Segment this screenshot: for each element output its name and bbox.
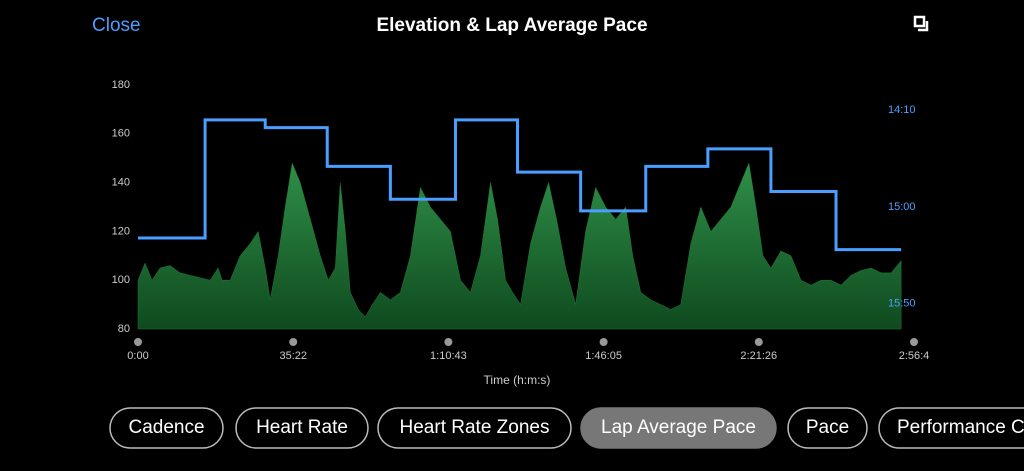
x-axis-label: Time (h:m:s)	[484, 373, 551, 387]
y-tick-label: 160	[112, 128, 130, 140]
title: Elevation & Lap Average Pace	[376, 15, 647, 36]
x-tick-label: 1:46:05	[585, 350, 622, 362]
x-tick-label: 2:56:4	[899, 350, 930, 362]
fullscreen-icon[interactable]	[913, 15, 929, 32]
tab-button[interactable]	[109, 407, 224, 449]
tab-label[interactable]: Cadence	[128, 417, 204, 438]
tab-label[interactable]: Lap Average Pace	[601, 417, 756, 438]
tab-label[interactable]: Heart Rate Zones	[400, 417, 550, 438]
x-tick-dot	[444, 338, 453, 346]
tab-button[interactable]	[787, 407, 868, 449]
tab-button[interactable]	[580, 407, 777, 449]
x-tick-label: 0:00	[127, 350, 148, 362]
x-tick-label: 2:21:26	[740, 350, 777, 362]
y2-tick-label: 15:00	[888, 201, 916, 213]
close-button[interactable]: Close	[92, 15, 141, 36]
x-tick-dot	[599, 338, 608, 346]
elevation-area	[137, 162, 902, 330]
y2-tick-label: 14:10	[888, 104, 916, 116]
tab-label[interactable]: Pace	[806, 417, 849, 438]
y2-tick-label: 15:50	[888, 298, 916, 310]
y-tick-label: 120	[112, 225, 130, 237]
x-tick-dot	[134, 338, 142, 346]
tab-button[interactable]	[878, 407, 1024, 449]
x-tick-dot	[754, 338, 763, 346]
tab-button[interactable]	[377, 407, 572, 449]
tab-label[interactable]: Performance C	[897, 417, 1024, 438]
y-tick-label: 100	[112, 274, 130, 286]
y-tick-label: 140	[112, 177, 130, 189]
y-tick-label: 180	[112, 79, 130, 91]
x-tick-dot	[910, 338, 918, 346]
tab-button[interactable]	[235, 407, 369, 449]
pace-line	[138, 118, 902, 252]
x-tick-dot	[289, 338, 298, 346]
tab-label[interactable]: Heart Rate	[256, 417, 348, 438]
x-tick-label: 1:10:43	[430, 350, 467, 362]
x-tick-label: 35:22	[279, 350, 307, 362]
y-tick-label: 80	[118, 323, 130, 335]
